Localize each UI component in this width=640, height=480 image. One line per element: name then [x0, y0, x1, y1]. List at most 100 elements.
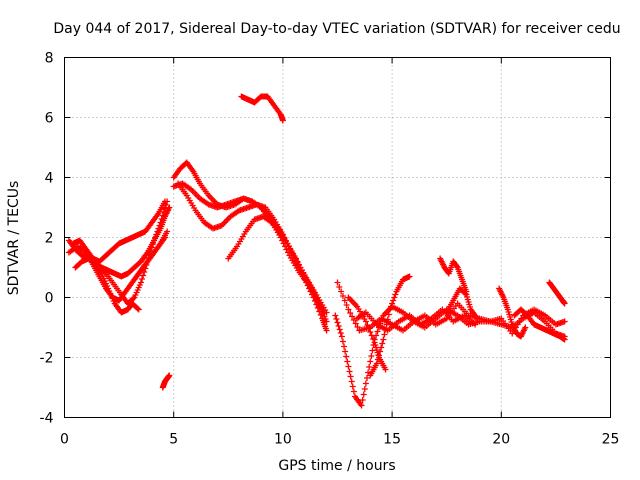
x-tick-label: 25 — [602, 432, 620, 448]
data-point — [338, 333, 345, 340]
data-point — [368, 332, 375, 339]
data-point — [392, 291, 399, 298]
data-point — [341, 297, 348, 304]
data-point — [334, 319, 341, 326]
y-tick-label: 2 — [45, 231, 54, 247]
data-point — [334, 279, 341, 286]
data-point — [341, 343, 348, 350]
series-track-l — [238, 93, 286, 124]
data-point — [365, 325, 372, 332]
data-point — [360, 391, 367, 398]
data-point — [279, 117, 286, 124]
data-point — [333, 316, 340, 322]
data-point — [382, 366, 389, 373]
data-point — [380, 336, 387, 343]
data-point — [332, 312, 339, 319]
series-track-s — [443, 285, 481, 322]
data-point — [336, 284, 343, 290]
data-point — [348, 378, 355, 385]
data-point — [134, 305, 141, 312]
data-point — [349, 383, 356, 390]
series-track-n — [334, 279, 568, 337]
data-point — [140, 272, 147, 279]
data-point — [561, 336, 568, 343]
data-point — [561, 318, 568, 325]
data-point — [383, 321, 390, 328]
data-point — [561, 300, 568, 307]
x-tick-label: 10 — [274, 432, 292, 448]
y-tick-label: -2 — [40, 351, 54, 367]
series-track-p — [345, 294, 389, 373]
data-point — [338, 288, 345, 295]
data-point — [166, 204, 173, 211]
data-point — [345, 306, 352, 313]
data-point — [153, 231, 160, 238]
data-point — [362, 318, 369, 325]
axis-ticks: 0 5 10 15 20 25 -4 -2 0 2 4 6 8 — [40, 51, 620, 448]
data-point — [156, 222, 163, 229]
x-tick-label: 20 — [492, 432, 510, 448]
data-point — [321, 309, 328, 316]
data-point — [317, 312, 324, 318]
data-point — [166, 372, 173, 379]
data-point — [347, 373, 354, 380]
data-point — [339, 338, 346, 345]
data-point — [384, 316, 391, 323]
data-point — [343, 302, 350, 308]
x-tick-label: 15 — [383, 432, 401, 448]
series-track-h — [170, 159, 330, 325]
data-point — [522, 324, 529, 331]
data-point — [352, 320, 359, 327]
x-tick-label: 0 — [60, 432, 69, 448]
data-point — [359, 397, 366, 403]
series-track-o — [367, 273, 413, 379]
data-point — [164, 228, 171, 235]
data-point — [363, 375, 370, 381]
grid-lines — [64, 57, 611, 418]
data-point — [391, 294, 398, 301]
data-point — [339, 293, 346, 299]
data-point — [370, 336, 377, 342]
data-point — [345, 363, 352, 370]
data-point — [155, 225, 162, 232]
data-point — [157, 219, 164, 226]
series-track-r — [437, 255, 470, 295]
data-point — [367, 358, 374, 365]
data-point — [316, 308, 323, 315]
data-point — [347, 310, 354, 316]
data-point — [379, 340, 386, 347]
data-point — [472, 321, 479, 328]
chart-title: Day 044 of 2017, Sidereal Day-to-day VTE… — [53, 21, 620, 37]
data-point — [151, 237, 158, 244]
data-point — [378, 344, 385, 351]
series-track-v — [546, 279, 568, 307]
data-point — [158, 216, 165, 222]
data-point — [462, 290, 469, 297]
data-point — [343, 353, 350, 360]
data-point — [388, 303, 395, 310]
data-point — [361, 386, 368, 392]
data-point — [385, 311, 392, 318]
data-point — [159, 212, 166, 219]
data-point — [337, 330, 344, 336]
series-track-u — [511, 306, 568, 343]
data-point — [152, 234, 159, 241]
data-point — [474, 315, 481, 322]
data-point — [354, 324, 361, 330]
data-point — [323, 327, 330, 334]
y-tick-label: -4 — [40, 411, 54, 427]
data-point — [161, 198, 168, 205]
data-point — [390, 297, 397, 304]
data-point — [374, 328, 381, 335]
data-point — [386, 306, 393, 313]
data-point — [336, 326, 343, 333]
series-track-i — [170, 180, 330, 334]
data-point — [350, 317, 357, 323]
x-axis-label: GPS time / hours — [278, 458, 395, 474]
data-point — [135, 306, 142, 313]
y-tick-label: 6 — [45, 111, 54, 127]
series-track-e — [83, 234, 168, 304]
data-point — [381, 331, 388, 338]
data-point — [335, 323, 342, 329]
